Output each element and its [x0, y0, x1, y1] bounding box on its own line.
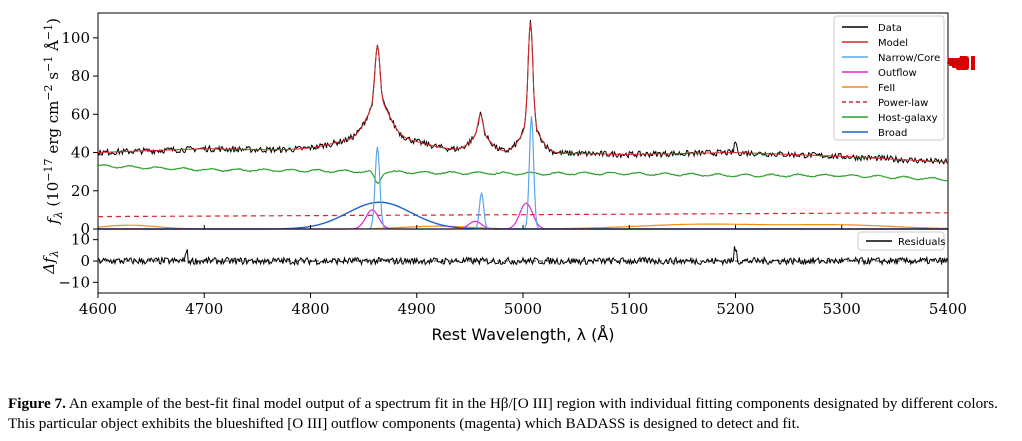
x-tick-label: 5300 — [823, 300, 861, 318]
legend-entry: Broad — [878, 128, 907, 139]
legend-entry: Host-galaxy — [878, 113, 938, 124]
main-y-tick-label: 20 — [71, 182, 90, 200]
host-galaxy-line — [97, 164, 949, 184]
x-tick-label: 4900 — [398, 300, 436, 318]
residual-legend-box — [857, 231, 945, 251]
res-y-label-part: λ — [48, 250, 61, 258]
y-label-part: (10 — [44, 182, 62, 212]
residual-lines — [97, 246, 949, 267]
main-legend: Data Model Narrow/Core Outflow FeII Power-law… — [833, 15, 945, 141]
residual-y-tick-label: 0 — [80, 252, 90, 270]
caption-label: Figure 7. — [8, 395, 66, 412]
residual-legend-entry: Residuals — [898, 237, 945, 248]
y-label-part: −2 — [42, 84, 55, 100]
caption-text: An example of the best-fit final model o… — [8, 395, 998, 432]
model-line — [98, 22, 949, 163]
residual-legend: Residuals — [857, 231, 945, 251]
legend-entry: FeII — [878, 83, 895, 94]
x-tick-label: 4700 — [185, 300, 223, 318]
main-y-ticks: 0 20 40 60 80 100 — [61, 29, 98, 238]
legend-entry: Data — [878, 23, 902, 34]
data-line — [97, 20, 949, 165]
y-label-part: −1 — [42, 24, 55, 40]
legend-entry: Model — [878, 38, 908, 49]
pointer-cuff — [971, 56, 975, 70]
residuals-line — [97, 246, 949, 267]
main-lines — [97, 20, 949, 230]
y-label-part: −17 — [42, 158, 55, 181]
x-tick-label: 4800 — [291, 300, 329, 318]
y-label-part: s — [44, 72, 62, 84]
legend-entry: Narrow/Core — [878, 53, 940, 64]
power-law-line — [98, 212, 948, 218]
x-tick-label: 5200 — [716, 300, 754, 318]
pointing-hand-icon — [947, 56, 975, 70]
main-y-tick-label: 80 — [71, 67, 90, 85]
main-plot-frame — [97, 12, 949, 230]
residual-panel: −10 0 10 4600 4700 4800 4900 5000 5100 5200 5300 5… — [40, 225, 967, 344]
main-y-tick-label: 0 — [80, 220, 90, 238]
res-y-label-part: Δf — [40, 255, 58, 275]
residual-y-axis-label: Δfλ — [40, 250, 61, 274]
x-tick-label: 5000 — [504, 300, 542, 318]
main-y-axis-label: fλ (10−17 erg cm−2 s−1 Å−1) — [42, 18, 65, 225]
y-label-part: λ — [52, 211, 65, 219]
x-tick-label: 5100 — [610, 300, 648, 318]
main-y-tick-label: 40 — [71, 144, 90, 162]
main-y-tick-label: 60 — [71, 105, 90, 123]
legend-entry: Power-law — [878, 98, 928, 109]
pointer-shape — [947, 56, 969, 70]
y-label-part: f — [44, 216, 62, 225]
main-y-tick-label: 100 — [61, 29, 90, 47]
residual-y-tick-label: −10 — [58, 273, 90, 291]
y-label-part: Å — [44, 40, 62, 56]
figure-caption: Figure 7. An example of the best-fit fin… — [8, 394, 1014, 434]
residual-y-tick-label: 10 — [71, 231, 90, 249]
y-label-part: −1 — [42, 56, 55, 72]
y-label-part: ) — [44, 18, 62, 24]
x-ticks: 4600 4700 4800 4900 5000 5100 5200 5300 5400 — [79, 225, 967, 318]
main-panel: 0 20 40 60 80 100 Data Model Narrow/Core Outflow… — [42, 12, 949, 238]
x-axis-label: Rest Wavelength, λ (Å) — [431, 325, 614, 344]
residual-y-ticks: −10 0 10 — [58, 231, 98, 291]
y-label-part: erg cm — [44, 101, 62, 159]
x-tick-label: 4600 — [79, 300, 117, 318]
legend-box — [833, 15, 945, 141]
legend-entry: Outflow — [878, 68, 917, 79]
x-tick-label: 5400 — [929, 300, 967, 318]
